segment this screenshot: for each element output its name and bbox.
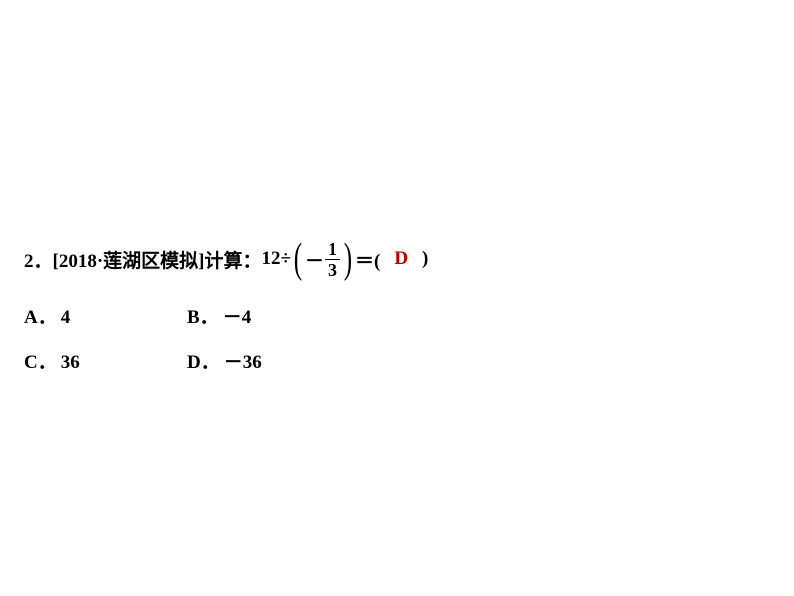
minus-sign: － — [305, 246, 324, 273]
left-paren: ( — [294, 238, 302, 280]
option-a-label: A． — [24, 307, 57, 328]
option-d-label: D． — [187, 352, 220, 373]
option-d-value: －36 — [224, 352, 262, 373]
question-block: 2． [2018·莲湖区模拟] 计算： 12 ÷ ( － 1 3 ) ＝( D … — [24, 238, 428, 374]
calc-label: 计算： — [205, 246, 262, 273]
option-c-value: 36 — [61, 352, 80, 373]
question-source: [2018·莲湖区模拟] — [53, 246, 205, 273]
option-b-value: －4 — [223, 307, 252, 328]
option-d: D．－36 — [187, 347, 306, 374]
option-b: B．－4 — [187, 302, 306, 329]
divide-sign: ÷ — [281, 248, 291, 270]
option-c-label: C． — [24, 352, 57, 373]
question-line: 2． [2018·莲湖区模拟] 计算： 12 ÷ ( － 1 3 ) ＝( D … — [24, 238, 428, 280]
fraction-denominator: 3 — [325, 261, 340, 279]
right-paren: ) — [344, 238, 352, 280]
option-a: A．4 — [24, 302, 143, 329]
fraction-numerator: 1 — [325, 240, 340, 258]
option-c: C．36 — [24, 347, 143, 374]
option-a-value: 4 — [61, 307, 71, 328]
equals-open-paren: ＝( — [355, 246, 380, 273]
close-paren: ) — [415, 248, 428, 270]
question-number: 2． — [24, 246, 53, 273]
math-expression: 12 ÷ ( － 1 3 ) — [262, 238, 355, 280]
option-b-label: B． — [187, 307, 219, 328]
number-twelve: 12 — [262, 248, 281, 270]
answer-letter: D — [380, 248, 415, 270]
options-row-1: A．4 B．－4 — [24, 302, 428, 329]
fraction: 1 3 — [325, 240, 340, 279]
options-row-2: C．36 D．－36 — [24, 347, 428, 374]
